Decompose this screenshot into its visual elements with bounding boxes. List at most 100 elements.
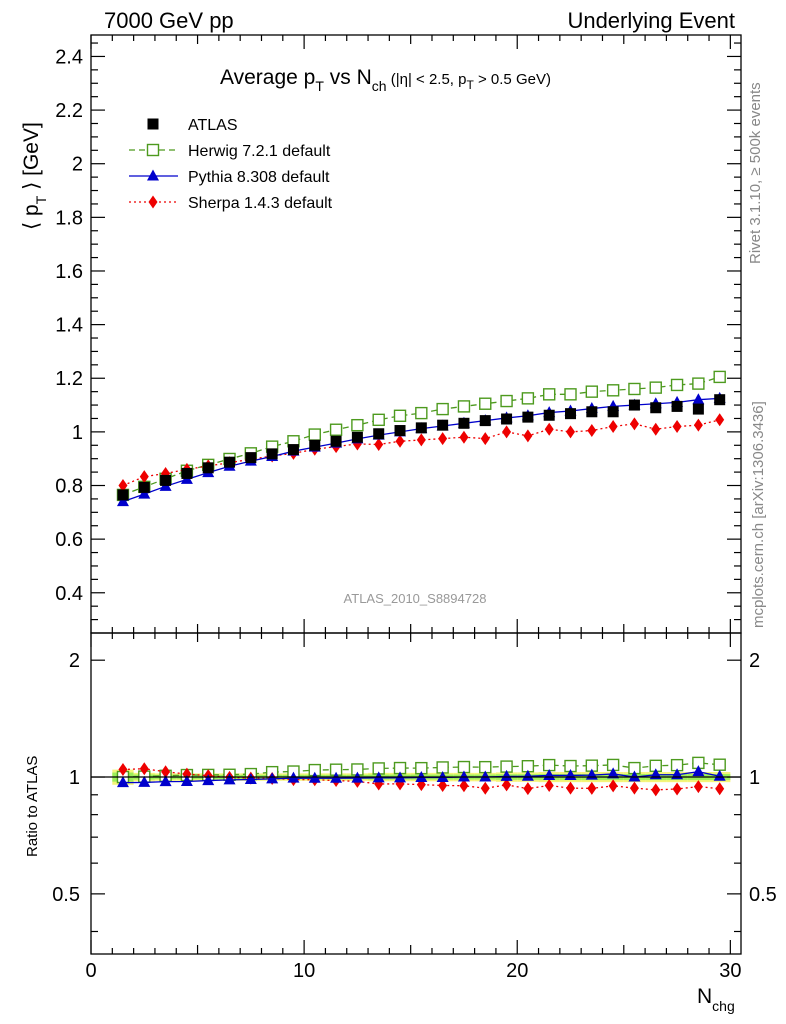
data-point (523, 429, 533, 443)
data-point (287, 444, 299, 456)
ratio-point (266, 772, 279, 784)
data-point (543, 409, 555, 421)
plot-title: Average pT vs Nch (|η| < 2.5, pT > 0.5 G… (220, 66, 551, 94)
data-point (415, 422, 427, 434)
data-point (544, 422, 554, 436)
ratio-point (566, 781, 576, 795)
y-tick-label: 1.8 (55, 207, 83, 229)
data-point (351, 431, 363, 443)
data-point (351, 418, 364, 432)
data-point (138, 487, 151, 499)
legend-marker (146, 143, 160, 157)
data-point (416, 433, 426, 447)
ratio-series-layer (91, 756, 741, 797)
ratio-point (523, 782, 533, 796)
ratio-point (500, 769, 513, 781)
data-point (692, 393, 705, 405)
axis-tick-labels: 0 10 20 30 0.4 0.6 0.8 1 1.2 1.4 1.6 1.8 2 2.2 2.4 0.5 0… (52, 46, 777, 982)
ratio-point (692, 765, 705, 777)
ratio-point (542, 758, 556, 772)
rivet-label: Rivet 3.1.10, ≥ 500k events (747, 82, 764, 264)
ratio-point (116, 776, 129, 788)
data-point (139, 470, 149, 484)
ratio-y-tick-label: 0.5 (52, 884, 80, 906)
ratio-point (244, 772, 257, 784)
data-point (329, 423, 343, 436)
data-point (608, 420, 618, 434)
y-tick-label: 1.6 (55, 261, 83, 283)
y-tick-label: 0.8 (55, 476, 83, 498)
y-tick-label: 2.2 (55, 100, 83, 122)
ratio-point (459, 779, 469, 793)
data-point (606, 384, 620, 397)
ratio-point (457, 770, 470, 782)
data-point (586, 406, 598, 418)
legend-item: Pythia 8.308 default (129, 169, 330, 186)
header-right: Underlying Event (567, 8, 735, 33)
data-point (650, 402, 662, 414)
y-tick-label: 1.4 (55, 315, 83, 337)
analysis-label: ATLAS_2010_S8894728 (344, 591, 487, 606)
data-point (565, 408, 577, 420)
data-point (521, 392, 535, 405)
legend-item: Herwig 7.2.1 default (129, 143, 331, 160)
data-point (522, 411, 534, 423)
data-point (542, 388, 556, 401)
y-tick-label: 0.6 (55, 529, 83, 551)
data-point (117, 489, 129, 501)
data-point (438, 432, 448, 446)
legend-item: ATLAS (147, 117, 238, 134)
legend-label: Herwig 7.2.1 default (188, 143, 331, 160)
ratio-point (715, 782, 725, 796)
x-tick-label: 30 (719, 960, 741, 982)
data-point (395, 434, 405, 448)
data-point (649, 381, 662, 394)
ratio-y-tick-label-right: 0.5 (749, 884, 777, 906)
ratio-point (521, 769, 534, 781)
data-point (245, 452, 257, 464)
y-axis-label: ⟨ pT ⟩ [GeV] (20, 122, 49, 230)
data-point (160, 474, 172, 486)
ratio-y-tick-label: 1 (69, 767, 80, 789)
data-point (607, 406, 619, 418)
data-point (501, 413, 513, 425)
ratio-point (628, 770, 641, 782)
ratio-point (502, 778, 512, 792)
ratio-point (713, 769, 726, 781)
legend-marker (148, 195, 158, 209)
x-axis-label: Nchg (697, 985, 735, 1014)
data-point (692, 403, 704, 415)
y-tick-label: 0.4 (55, 583, 83, 605)
ratio-point (138, 775, 151, 787)
data-point (393, 409, 407, 422)
data-point (330, 435, 342, 447)
x-tick-label: 10 (293, 960, 315, 982)
ratio-point (629, 781, 639, 795)
data-point (309, 439, 321, 451)
ratio-point (608, 779, 618, 793)
data-point (457, 400, 471, 413)
x-tick-label: 20 (506, 960, 528, 982)
header-left: 7000 GeV pp (104, 8, 234, 33)
ratio-point (672, 782, 682, 796)
data-point (500, 394, 513, 408)
data-point (372, 413, 385, 427)
data-point (692, 377, 705, 390)
data-point (437, 419, 449, 431)
data-point (138, 481, 150, 493)
data-point (672, 420, 682, 434)
data-point (715, 413, 725, 427)
data-point (566, 425, 576, 439)
data-point (629, 417, 639, 431)
data-point (458, 417, 470, 429)
data-point (266, 448, 278, 460)
data-point (670, 378, 684, 392)
data-point (587, 424, 597, 438)
x-tick-label: 0 (85, 960, 96, 982)
data-point (308, 428, 321, 441)
ratio-point (480, 781, 490, 795)
y-tick-label: 2.4 (55, 46, 83, 68)
ratio-point (651, 783, 661, 797)
data-point (116, 495, 129, 507)
